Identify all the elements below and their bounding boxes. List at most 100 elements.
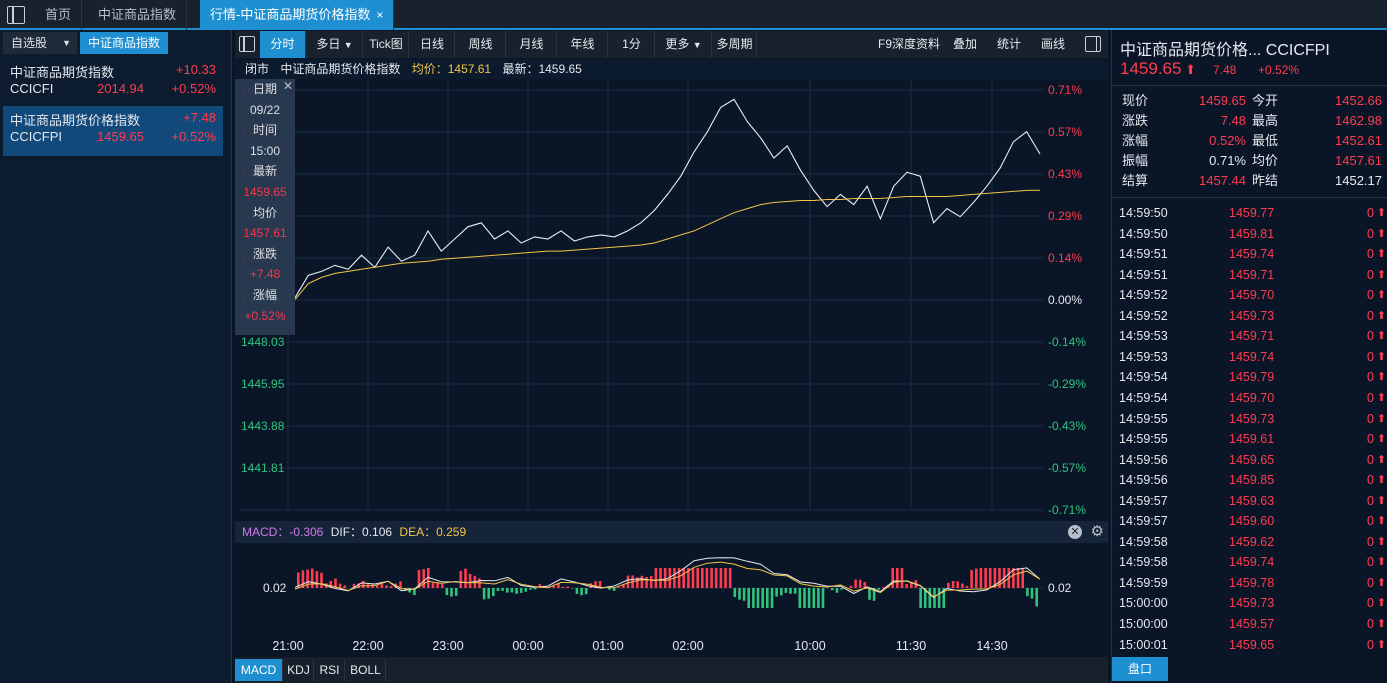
gear-icon[interactable]: ⚙ (1090, 523, 1104, 540)
macd-bar (612, 588, 616, 591)
tab-active-label: 行情-中证商品期货价格指数 (210, 7, 371, 22)
macd-bar (793, 588, 797, 594)
right-panel-toggle-icon[interactable] (1085, 36, 1101, 52)
tick-price: 1459.71 (1229, 267, 1275, 282)
tick-price: 1459.61 (1229, 432, 1275, 447)
macd-bar (984, 568, 987, 588)
indicator-rsi[interactable]: RSI (315, 659, 345, 681)
tick-time: 14:59:50 (1119, 206, 1168, 220)
stats-button[interactable]: 统计 (996, 37, 1021, 51)
indicator-kdj[interactable]: KDJ (284, 659, 314, 681)
arrow-up-icon: ⬆ (1376, 597, 1386, 610)
macd-bar (835, 588, 839, 593)
arrow-up-icon: ⬆ (1181, 62, 1196, 77)
tab-active-quote[interactable]: 行情-中证商品期货价格指数 × (200, 0, 395, 30)
tick-time: 14:59:58 (1119, 555, 1168, 570)
f9-deep-data-button[interactable]: F9深度资料 (877, 37, 940, 51)
tick-time: 14:59:56 (1119, 473, 1168, 488)
avg-price-line (294, 189, 1041, 301)
y-right-tick-label: 0.00% (1048, 293, 1082, 307)
macd-bar (691, 568, 695, 588)
overlay-button[interactable]: 叠加 (952, 37, 977, 51)
quote-row: 结算 1457.44 昨结 1452.17 (1112, 171, 1387, 191)
macd-bar (668, 568, 672, 588)
y-right-tick-label: -0.14% (1048, 335, 1086, 349)
watchlist-panel: 自选股 ▼ 中证商品指数 中证商品期货指数 +10.33 CCICFI 2014.… (0, 30, 232, 683)
dea-line (294, 561, 1041, 598)
draw-line-button[interactable]: 画线 (1040, 37, 1065, 51)
tick-volume: 0 (1367, 432, 1374, 447)
tick-row: 14:59:51 1459.71 0 ⬆ (1112, 265, 1387, 286)
macd-bar (872, 588, 876, 601)
macd-bar (557, 583, 560, 588)
tick-price: 1459.71 (1229, 329, 1275, 344)
tab-multiday[interactable]: 多日 ▼ (307, 31, 363, 58)
float-chg-label: 涨跌 (252, 246, 277, 261)
arrow-up-icon: ⬆ (1376, 227, 1386, 240)
tick-time: 14:59:59 (1119, 575, 1168, 590)
macd-chart[interactable]: 0.02 0.02 (235, 543, 1108, 655)
close-icon[interactable]: ✕ (1068, 525, 1082, 539)
tab-1min[interactable]: 1分 (609, 31, 655, 58)
quote-value: 0.71% (1209, 153, 1246, 168)
macd-bar (464, 568, 467, 588)
watchlist-tab-index[interactable]: 中证商品指数 (80, 32, 168, 54)
sidebar-toggle-icon[interactable] (7, 6, 25, 24)
tab-index[interactable]: 中证商品指数 (88, 0, 188, 30)
tick-volume: 0 (1367, 514, 1374, 529)
left-panel-toggle-icon[interactable] (239, 36, 255, 52)
dif-value: DIF：0.106 (330, 525, 393, 539)
tab-home[interactable]: 首页 (35, 0, 83, 30)
macd-bar (468, 573, 472, 588)
tab-day[interactable]: 日线 (410, 31, 455, 58)
list-item[interactable]: 中证商品期货指数 +10.33 CCICFI 2014.94 +0.52% (3, 58, 223, 108)
macd-bar (436, 582, 439, 588)
arrow-up-icon: ⬆ (1376, 248, 1386, 261)
macd-bar (445, 588, 449, 596)
tick-volume: 0 (1367, 247, 1374, 262)
float-date: 09/22 (249, 102, 281, 117)
macd-bar (654, 568, 658, 588)
indicator-boll[interactable]: BOLL (346, 659, 386, 681)
arrow-up-icon: ⬆ (1376, 576, 1386, 589)
tab-month[interactable]: 月线 (507, 31, 557, 58)
macd-bar (589, 583, 593, 588)
tick-row: 14:59:55 1459.73 0 ⬆ (1112, 409, 1387, 430)
tick-row: 15:00:00 1459.73 0 ⬆ (1112, 593, 1387, 614)
macd-bar (306, 569, 309, 588)
tab-multiperiod[interactable]: 多周期 (713, 31, 757, 58)
macd-bar (408, 588, 411, 593)
tab-week[interactable]: 周线 (456, 31, 506, 58)
tab-fenshi[interactable]: 分时 (260, 31, 306, 58)
float-date-label: 日期 (252, 82, 277, 96)
quote-value: 1459.65 (1199, 93, 1246, 108)
intraday-chart-svg: 0.71% 0.57% 0.43% 0.29% 0.14% 0.00% -0.14% -0.2… (240, 80, 1086, 517)
tick-price: 1459.73 (1229, 596, 1275, 611)
tick-price: 1459.70 (1229, 288, 1275, 303)
indicator-macd[interactable]: MACD (235, 659, 283, 681)
tick-volume: 0 (1367, 575, 1374, 590)
pankou-button[interactable]: 盘口 (1112, 657, 1168, 681)
quote-row: 现价 1459.65 今开 1452.66 (1112, 91, 1387, 111)
macd-bar (896, 568, 899, 588)
macd-bar (1016, 568, 1020, 588)
tick-time: 14:59:53 (1119, 329, 1168, 344)
list-item[interactable]: 中证商品期货价格指数 +7.48 CCICFPI 1459.65 +0.52% (3, 106, 223, 156)
watchlist-dropdown[interactable]: 自选股 ▼ (3, 32, 77, 54)
tick-row: 14:59:50 1459.77 0 ⬆ (1112, 203, 1387, 224)
arrow-up-icon: ⬆ (1376, 618, 1386, 630)
intraday-chart[interactable]: 0.71% 0.57% 0.43% 0.29% 0.14% 0.00% -0.14% -0.2… (235, 79, 1108, 520)
tab-more[interactable]: 更多 ▼ (656, 31, 712, 58)
tab-index-label: 中证商品指数 (98, 7, 177, 22)
avg-price-label: 均价：1457.61 (411, 62, 492, 76)
close-icon[interactable]: ✕ (282, 79, 293, 93)
close-icon[interactable]: × (376, 8, 384, 22)
item-pct: +0.52% (171, 81, 216, 96)
tick-volume: 0 (1367, 390, 1374, 405)
float-chg: +7.48 (249, 267, 281, 282)
item-code: CCICFPI (10, 129, 62, 144)
tab-tick[interactable]: Tick图 (364, 31, 409, 58)
tab-year[interactable]: 年线 (558, 31, 608, 58)
tick-price: 1459.74 (1229, 349, 1275, 364)
quote-pct: +0.52% (1258, 63, 1300, 77)
